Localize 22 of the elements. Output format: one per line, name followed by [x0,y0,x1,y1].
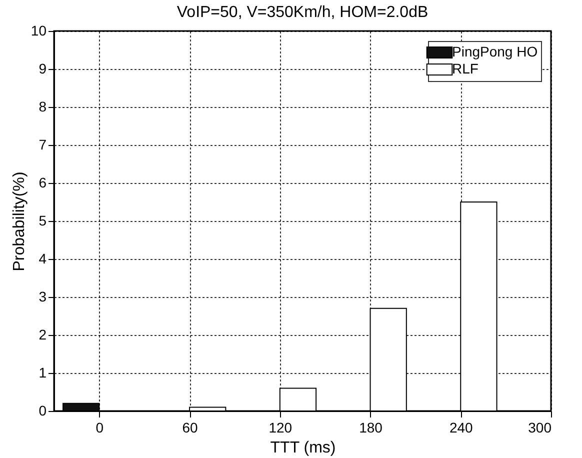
x-tick-label: 120 [268,420,292,436]
y-tick-label: 1 [38,364,47,380]
y-tick-label: 9 [38,60,47,76]
y-tick-label: 10 [30,22,47,38]
y-tick-label: 5 [38,212,47,228]
x-tick-label: 300 [528,420,552,436]
y-tick-label: 6 [38,174,47,190]
y-tick-label: 0 [38,402,47,418]
x-axis-title: TTT (ms) [270,440,336,456]
y-tick-label: 4 [38,250,47,266]
x-tick-label: 240 [449,420,474,436]
legend-label: RLF [452,60,478,76]
x-tick-label: 180 [359,420,383,436]
legend-label: PingPong HO [452,44,538,60]
x-tick-label: 0 [96,420,104,436]
y-tick-label: 2 [38,326,47,342]
y-tick-label: 7 [38,136,47,152]
x-tick-label: 60 [182,420,198,436]
y-axis-title: Probability(%) [10,172,28,272]
chart-title: VoIP=50, V=350Km/h, HOM=2.0dB [176,4,428,21]
y-tick-label: 3 [38,288,47,304]
y-tick-label: 8 [38,98,47,114]
